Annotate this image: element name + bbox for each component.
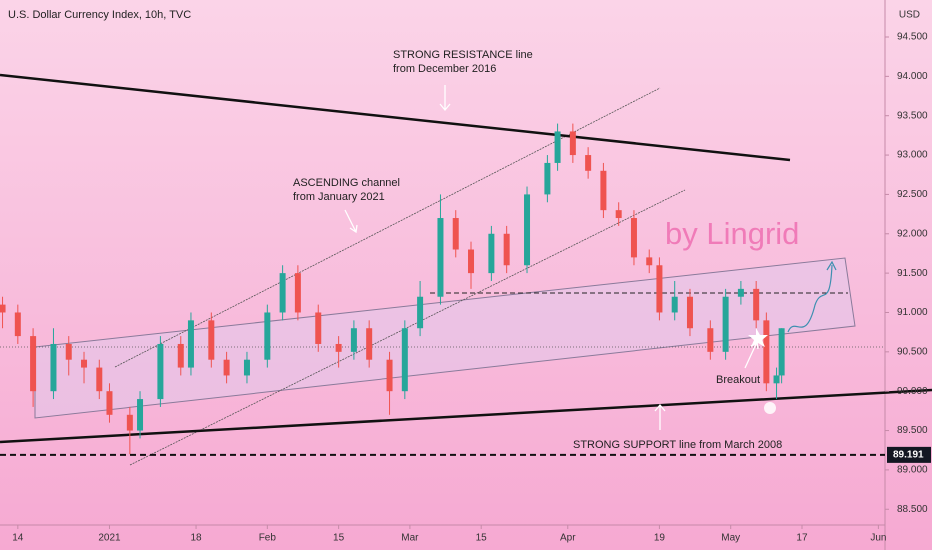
chart-title: U.S. Dollar Currency Index, 10h, TVC — [8, 9, 191, 21]
candle-body — [524, 194, 531, 266]
candle-body — [554, 131, 561, 163]
candle-body — [30, 336, 37, 392]
candle-body — [65, 343, 72, 360]
x-tick-label: 17 — [796, 533, 808, 544]
candle-body — [503, 233, 510, 266]
marker — [764, 402, 776, 414]
candle-body — [315, 312, 322, 344]
candle-body — [279, 273, 286, 313]
candle-body — [81, 359, 88, 368]
x-tick-label: 19 — [654, 533, 666, 544]
y-tick-label: 90.500 — [897, 346, 928, 357]
candle-body — [366, 328, 373, 360]
candle-body — [106, 391, 113, 415]
candle-body — [656, 265, 663, 313]
arrow — [344, 209, 358, 234]
annotation: Breakout — [716, 374, 760, 386]
candles — [0, 123, 785, 455]
candle-body — [14, 312, 21, 337]
candle-body — [96, 367, 103, 392]
candle-body — [707, 328, 714, 352]
y-tick-label: 93.000 — [897, 150, 928, 161]
candle-body — [335, 343, 342, 352]
candle-body — [350, 328, 357, 352]
watermark: by Lingrid — [665, 216, 799, 251]
y-tick-label: 91.500 — [897, 268, 928, 279]
candle-body — [773, 375, 780, 384]
axis-unit: USD — [899, 10, 920, 21]
x-tick-label: Mar — [401, 533, 419, 544]
candle-body — [722, 296, 729, 352]
y-tick-label: 89.500 — [897, 425, 928, 436]
candle-body — [671, 296, 678, 313]
x-tick-label: 15 — [476, 533, 488, 544]
candle-body — [0, 304, 6, 313]
y-tick-label: 89.000 — [897, 465, 928, 476]
price-label: 89.191 — [893, 450, 924, 461]
candle-body — [243, 359, 250, 376]
y-tick-label: 94.000 — [897, 71, 928, 82]
candle-body — [468, 249, 475, 274]
x-tick-label: May — [721, 533, 740, 544]
candle-body — [569, 131, 576, 156]
y-tick-label: 92.000 — [897, 228, 928, 239]
x-tick-label: Feb — [259, 533, 277, 544]
arrow — [654, 403, 666, 430]
candle-body — [763, 320, 770, 384]
x-tick-label: 2021 — [98, 533, 121, 544]
y-tick-label: 93.500 — [897, 110, 928, 121]
x-tick-label: 15 — [333, 533, 345, 544]
annotation: ASCENDING channel — [293, 177, 400, 189]
candle-body — [585, 155, 592, 171]
candle-body — [437, 218, 444, 297]
candle-body — [630, 218, 637, 258]
candle-body — [386, 359, 393, 392]
candle-body — [544, 162, 551, 195]
candle-body — [264, 312, 271, 360]
price-label-box — [887, 446, 931, 463]
candle-body — [737, 288, 744, 297]
candle-body — [686, 296, 693, 329]
candle-body — [157, 343, 164, 400]
y-tick-label: 88.500 — [897, 504, 928, 515]
marker — [748, 328, 768, 347]
candle-body — [615, 210, 622, 219]
annotation: STRONG SUPPORT line from March 2008 — [573, 439, 782, 451]
annotation: from January 2021 — [293, 191, 385, 203]
x-tick-label: 18 — [190, 533, 202, 544]
candle-body — [753, 288, 760, 321]
candle-body — [417, 296, 424, 329]
candle-body — [223, 359, 230, 376]
x-tick-label: 14 — [12, 533, 24, 544]
x-tick-label: Jun — [870, 533, 886, 544]
projection — [787, 260, 837, 333]
resistance-line — [0, 73, 791, 162]
x-tick-label: Apr — [560, 533, 576, 544]
candle-body — [401, 328, 408, 392]
annotation: from December 2016 — [393, 63, 496, 75]
y-tick-label: 90.000 — [897, 386, 928, 397]
candle-body — [50, 343, 57, 392]
candle-body — [126, 414, 133, 431]
candle-body — [452, 218, 459, 250]
arrow — [439, 85, 451, 112]
y-tick-label: 91.000 — [897, 307, 928, 318]
y-tick-label: 92.500 — [897, 189, 928, 200]
candle-body — [488, 233, 495, 274]
candle-body — [294, 273, 301, 313]
annotation: STRONG RESISTANCE line — [393, 49, 533, 61]
range-box — [34, 257, 856, 419]
candle-body — [177, 343, 184, 368]
candle-body — [600, 170, 607, 211]
channel-line — [114, 87, 661, 368]
candle-body — [208, 320, 215, 360]
candle-body — [137, 399, 144, 431]
candle-body — [778, 328, 785, 376]
candle-body — [646, 257, 653, 266]
candle-body — [187, 320, 194, 368]
y-tick-label: 94.500 — [897, 32, 928, 43]
channel-line — [129, 189, 686, 466]
